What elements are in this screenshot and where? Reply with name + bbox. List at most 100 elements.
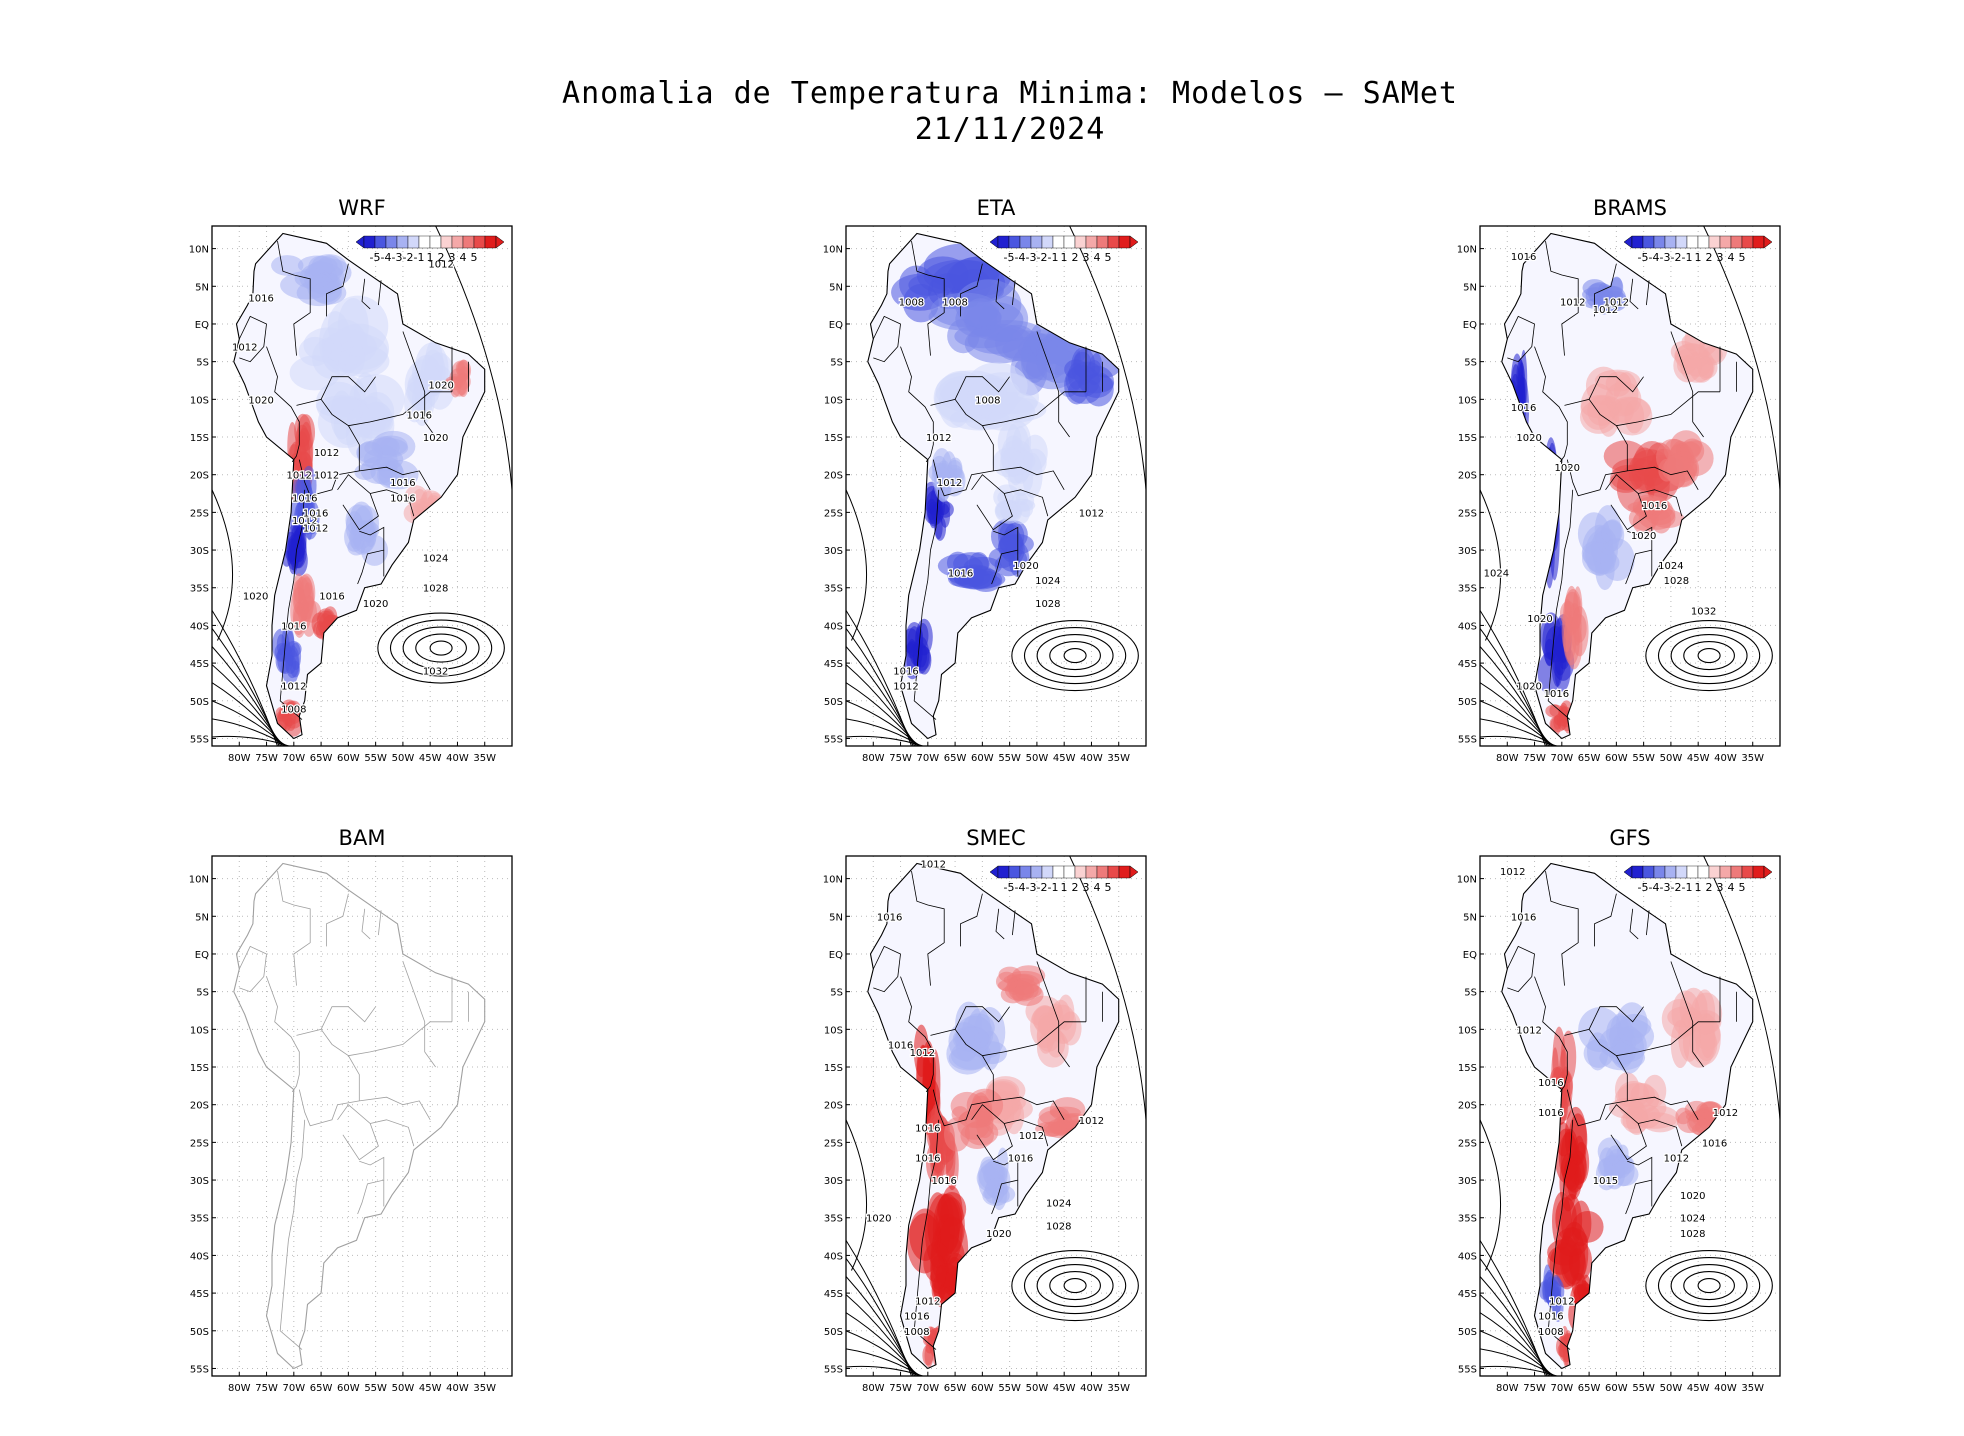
lat-label: 30S (1458, 1176, 1477, 1187)
lon-label: 75W (889, 753, 912, 764)
anomaly-patch (949, 1330, 969, 1347)
colorbar-arrow-high (1763, 235, 1773, 249)
colorbar-label: 5 (1105, 251, 1112, 264)
isobar-label: 1012 (1593, 305, 1618, 316)
anomaly-patch (1546, 498, 1558, 552)
anomaly-patch (1688, 349, 1715, 383)
colorbar-swatch (385, 235, 398, 249)
lon-label: 75W (1523, 1383, 1546, 1394)
geography (233, 232, 486, 740)
lon-label: 70W (283, 753, 306, 764)
plot-frame (1479, 225, 1781, 747)
anomaly-patch (1631, 1112, 1677, 1129)
isobar-high (1023, 1257, 1127, 1315)
lat-label: 5N (829, 912, 843, 923)
colorbar-label: 1 (1061, 251, 1068, 264)
isobar-label: 1024 (1484, 569, 1509, 580)
lon-label: 75W (889, 1383, 912, 1394)
country-border (1564, 398, 1628, 471)
anomaly-patch (931, 463, 955, 492)
anomaly-patch (934, 375, 998, 423)
anomaly-patch (1675, 1107, 1692, 1125)
isobar-label: 1020 (363, 599, 388, 610)
panel-gfs: GFS 1012 1016 1012 1016 1016 1012 1012 1016 1015 1… (1432, 826, 1792, 1406)
isobar-label: 1020 (1516, 682, 1541, 693)
colorbar-label: -2 (1037, 881, 1048, 894)
colorbar-swatch (1741, 865, 1754, 879)
lon-label: 55W (1632, 1383, 1655, 1394)
isobar-label: 1012 (232, 343, 257, 354)
country-border (1646, 280, 1650, 306)
colorbar-label: -2 (1671, 881, 1682, 894)
lon-label: 35W (1741, 1383, 1764, 1394)
country-border (279, 489, 306, 720)
anomaly-patch (1551, 1047, 1560, 1106)
colorbar-swatch (1686, 235, 1699, 249)
country-border (277, 871, 311, 986)
isobar-low (846, 1330, 920, 1376)
isobar-west (1480, 1119, 1502, 1271)
colorbar-label: -4 (1015, 881, 1026, 894)
isobar-label: 1012 (303, 523, 328, 534)
lat-label: 25S (1458, 1138, 1477, 1149)
lat-label: 20S (824, 471, 843, 482)
lat-label: 30S (190, 1176, 209, 1187)
colorbar: -5 -4 -3 -2 -1 1 2 3 4 5 (989, 235, 1139, 264)
plot-frame (845, 855, 1147, 1377)
anomaly-patch (1000, 500, 1018, 520)
lat-label: 5N (1463, 912, 1477, 923)
colorbar-swatch (1719, 235, 1732, 249)
lat-label: 35S (824, 584, 843, 595)
anomaly-patch (1573, 607, 1582, 646)
country-border (296, 1028, 360, 1101)
lat-label: 55S (1458, 1364, 1477, 1375)
isobar-label: 1020 (1527, 614, 1552, 625)
plot-frame (845, 225, 1147, 747)
lon-label: 45W (1687, 753, 1710, 764)
country-border (982, 1021, 1086, 1057)
country-border (1534, 976, 1568, 1093)
colorbar-label: -3 (1660, 881, 1671, 894)
panel-title: SMEC (966, 826, 1026, 850)
lon-label: 50W (1660, 753, 1683, 764)
country-border (238, 315, 267, 363)
lat-label: 45S (190, 659, 209, 670)
colorbar-label: -5 (1004, 881, 1015, 894)
panel-title: BRAMS (1593, 196, 1667, 220)
colorbar-label: -1 (1048, 251, 1059, 264)
country-border (1012, 910, 1016, 936)
isobar-label: 1016 (1642, 501, 1667, 512)
isobar-label: 1028 (423, 584, 448, 595)
lon-label: 65W (1578, 1383, 1601, 1394)
lat-label: 45S (190, 1289, 209, 1300)
isobar-high (1063, 1278, 1087, 1294)
isobar-label: 1020 (1680, 1191, 1705, 1202)
colorbar-label: 5 (1739, 881, 1746, 894)
anomaly-patch (1608, 1039, 1636, 1066)
colorbar-swatch (1730, 235, 1743, 249)
anomaly-patch (420, 490, 443, 514)
isobar-high (1011, 620, 1139, 692)
isobars (846, 226, 1146, 746)
lat-label: 5S (1464, 988, 1477, 999)
isobar-low (212, 735, 290, 746)
colorbar: -5 -4 -3 -2 -1 1 2 3 4 5 (1623, 235, 1773, 264)
isobar-label: 1020 (986, 1229, 1011, 1240)
axes: 10N 5N EQ 5S 10S 15S 20S 25S 30S 35S 40S 45S 50S 55S 8… (823, 245, 1130, 764)
colorbar-arrow-low (989, 235, 999, 249)
isobar-label: 1012 (910, 1048, 935, 1059)
country-border (1012, 280, 1016, 306)
country-border (930, 398, 994, 471)
country-border (930, 1028, 994, 1101)
country-border (982, 391, 1086, 427)
lat-label: 35S (190, 1214, 209, 1225)
isobar-label: 1012 (915, 1297, 940, 1308)
isobar-west (212, 489, 234, 641)
panel-title: WRF (338, 196, 386, 220)
axes: 10N 5N EQ 5S 10S 15S 20S 25S 30S 35S 40S 45S 50S 55S 8… (189, 875, 496, 1394)
colorbar-swatch (473, 235, 486, 249)
isobar-label: 1016 (303, 508, 328, 519)
map-bam: 10N 5N EQ 5S 10S 15S 20S 25S 30S 35S 40S 45S 50S 55S 8… (189, 855, 513, 1394)
country-border (359, 466, 431, 490)
